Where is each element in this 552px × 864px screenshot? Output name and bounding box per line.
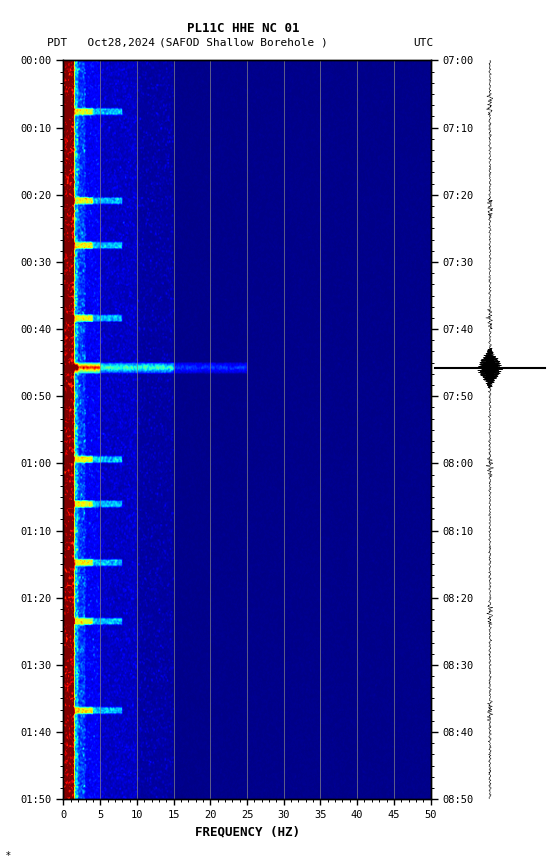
Text: PDT   Oct28,2024: PDT Oct28,2024 [47,37,155,48]
X-axis label: FREQUENCY (HZ): FREQUENCY (HZ) [194,825,300,838]
Text: PL11C HHE NC 01: PL11C HHE NC 01 [187,22,299,35]
Text: UTC: UTC [413,37,433,48]
Text: (SAFOD Shallow Borehole ): (SAFOD Shallow Borehole ) [158,37,327,48]
Text: *: * [6,851,10,861]
